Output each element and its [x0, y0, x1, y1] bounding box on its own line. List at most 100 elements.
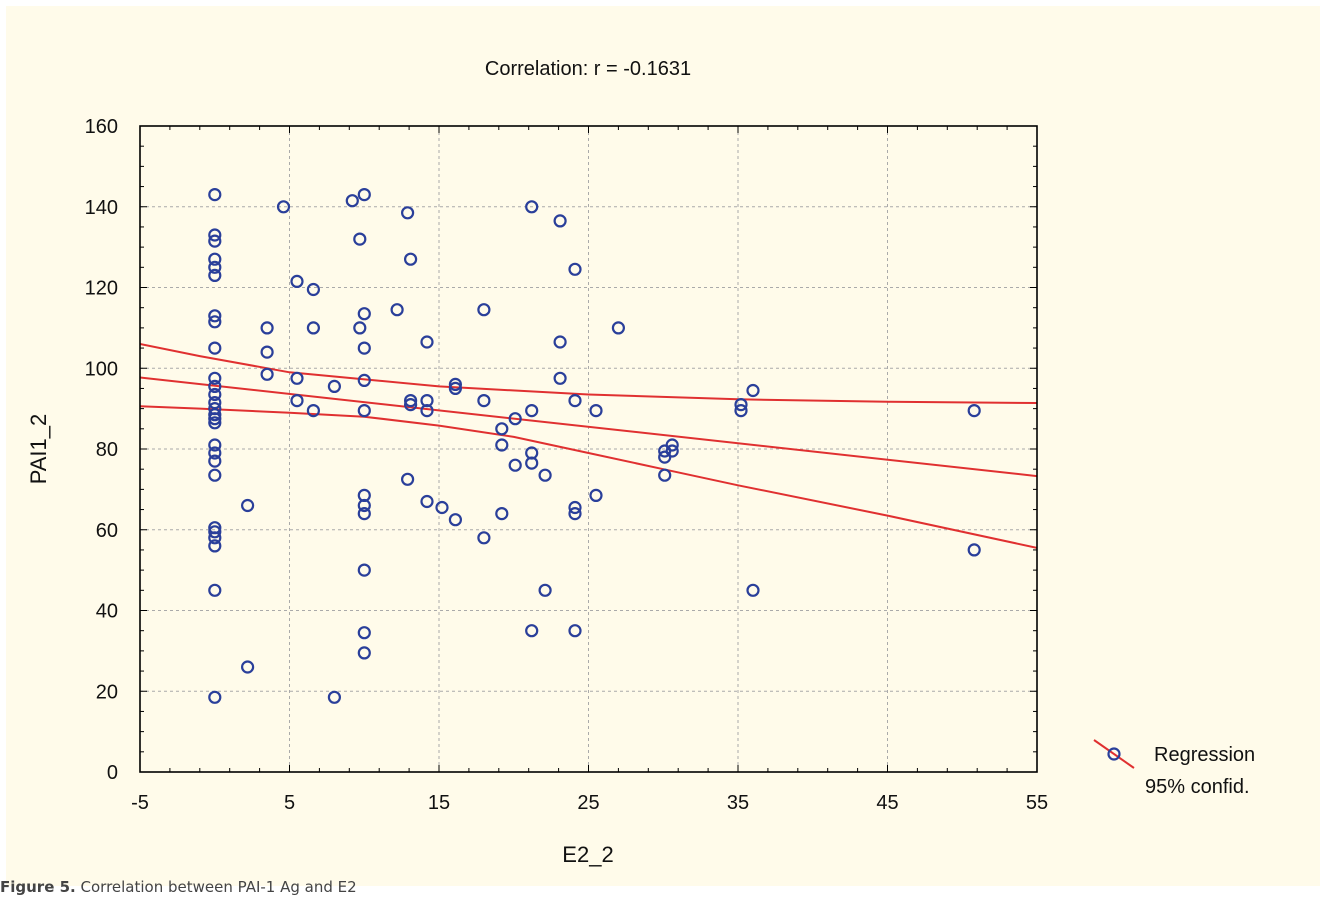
y-tick-label: 0 [107, 762, 118, 784]
data-point [357, 404, 371, 418]
data-point [734, 398, 748, 412]
data-point [495, 507, 509, 521]
x-tick-label: 15 [428, 792, 450, 814]
data-point [589, 404, 603, 418]
data-point [538, 583, 552, 597]
data-point [306, 404, 320, 418]
data-point [568, 500, 582, 515]
y-tick-labels: 0 20 40 60 80 100 120 140 160 [85, 116, 118, 784]
data-point [508, 412, 522, 426]
data-point [208, 468, 222, 482]
data-point [208, 371, 222, 385]
data-point [357, 626, 371, 640]
legend: Regression 95% confid. [1093, 739, 1255, 798]
data-point [208, 408, 222, 422]
x-tick-label: 25 [577, 792, 599, 814]
data-point [208, 438, 222, 452]
legend-line-icon [1093, 739, 1135, 769]
axis-ticks [139, 125, 1038, 773]
data-point [477, 531, 491, 545]
figure-caption: Figure 5. Correlation between PAI-1 Ag a… [0, 878, 357, 896]
data-point [357, 307, 371, 321]
data-point [495, 438, 509, 452]
data-point [746, 583, 760, 597]
data-point [525, 200, 539, 214]
y-tick-label: 20 [96, 681, 118, 703]
data-point [420, 335, 434, 349]
data-point [208, 416, 222, 430]
data-point [345, 194, 359, 208]
data-point [448, 381, 462, 395]
y-tick-label: 60 [96, 520, 118, 542]
x-tick-label: -5 [131, 792, 149, 814]
data-point [401, 472, 415, 486]
data-point [568, 507, 582, 521]
data-point [448, 513, 462, 527]
data-point [538, 468, 552, 482]
legend-marker-icon [1107, 747, 1121, 761]
data-point [553, 214, 567, 228]
data-point [241, 498, 255, 513]
legend-label-regression: Regression [1154, 744, 1255, 766]
data-point [208, 252, 222, 266]
data-point [208, 454, 222, 468]
data-point [260, 321, 274, 335]
data-point [208, 188, 222, 202]
x-tick-labels: -5 5 15 25 35 45 55 [131, 792, 1048, 814]
data-point [404, 398, 418, 412]
data-point [290, 394, 304, 408]
data-point [208, 315, 222, 329]
x-tick-label: 45 [876, 792, 898, 814]
data-point [967, 543, 981, 557]
data-point [477, 303, 491, 317]
data-point [589, 488, 603, 502]
data-point [290, 371, 304, 385]
data-point [208, 309, 222, 323]
data-point [448, 377, 462, 391]
data-point [208, 531, 222, 545]
caption-text: Correlation between PAI-1 Ag and E2 [80, 878, 357, 896]
data-point [208, 446, 222, 460]
data-point [208, 234, 222, 248]
x-tick-label: 55 [1026, 792, 1048, 814]
scatter-chart: -5 5 15 25 35 45 55 0 20 40 60 80 100 120 140 160 Corr… [26, 58, 1255, 867]
y-tick-label: 40 [96, 601, 118, 623]
data-point [734, 404, 748, 418]
data-point [327, 379, 341, 393]
data-point [208, 539, 222, 553]
legend-label-confidence: 95% confid. [1145, 776, 1250, 798]
data-point [327, 690, 341, 704]
data-points [208, 188, 981, 704]
y-tick-label: 160 [85, 116, 118, 138]
data-point [208, 387, 222, 402]
data-point [390, 303, 404, 317]
data-point [508, 458, 522, 472]
data-point [357, 188, 371, 202]
plot-area [140, 126, 1037, 772]
data-point [665, 438, 679, 452]
data-point [276, 200, 291, 214]
data-point [553, 371, 567, 385]
regression-layer [140, 376, 1037, 478]
data-point [967, 404, 981, 418]
data-point [525, 456, 539, 470]
x-axis-label: E2_2 [562, 842, 613, 867]
data-point [401, 206, 415, 220]
confidence-lower-line [140, 405, 1037, 549]
data-point [208, 690, 222, 704]
data-point [357, 646, 371, 660]
data-point [420, 494, 434, 509]
caption-label: Figure 5. [0, 878, 76, 896]
data-point [568, 624, 582, 638]
data-point [357, 507, 371, 521]
data-point [353, 321, 367, 335]
data-point [306, 321, 320, 335]
data-point [208, 396, 222, 410]
data-point [357, 373, 371, 387]
y-tick-label: 140 [85, 197, 118, 219]
data-point [208, 268, 222, 282]
data-point [477, 394, 491, 408]
x-tick-label: 5 [284, 792, 295, 814]
data-point [525, 404, 539, 418]
data-point [208, 583, 222, 597]
